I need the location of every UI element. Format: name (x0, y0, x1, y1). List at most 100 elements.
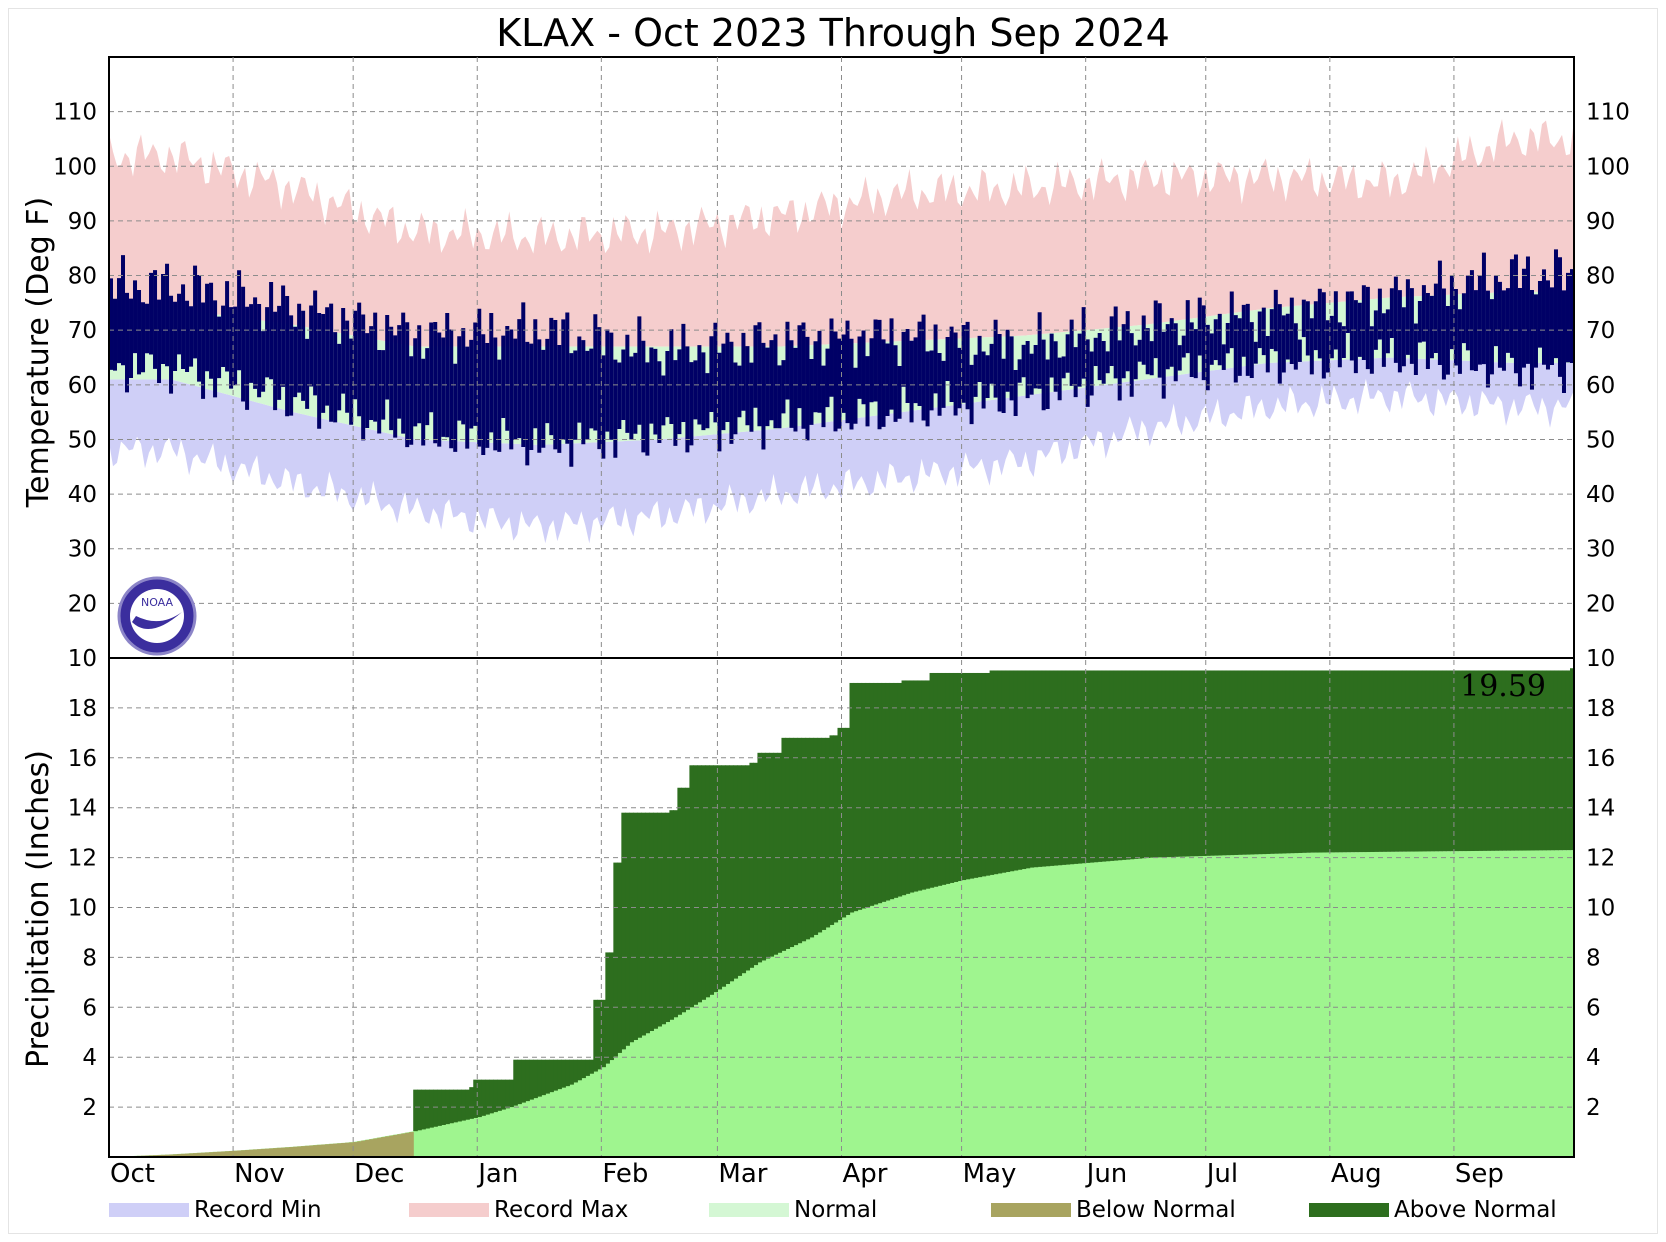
precip-above-normal-bar (1185, 670, 1191, 857)
precip-tick-right: 6 (1586, 995, 1601, 1021)
precip-above-normal-bar (705, 765, 711, 998)
precip-above-normal-area (413, 668, 1575, 1132)
precip-above-normal-bar (1269, 670, 1275, 854)
precip-above-normal-bar (1297, 670, 1303, 853)
precip-above-normal-bar (577, 1059, 582, 1081)
temp-tick-left: 30 (68, 537, 97, 563)
precip-below-normal-bar (245, 1149, 250, 1157)
precip-above-normal-bar (1081, 670, 1087, 864)
precip-below-normal-bar (173, 1154, 178, 1157)
precip-above-normal-bar (449, 1089, 454, 1124)
precip-above-normal-bar (905, 680, 911, 894)
precip-above-normal-bar (1161, 670, 1167, 858)
legend: Record Min Record Max Normal Below Normal Ab… (109, 1197, 1557, 1223)
precip-above-normal-bar (1073, 670, 1079, 864)
precip-below-normal-bar (317, 1144, 322, 1157)
precip-above-normal-bar (881, 682, 887, 902)
precip-above-normal-bar (797, 737, 803, 944)
precip-above-normal-bar (569, 1059, 574, 1085)
precip-above-normal-bar (1265, 670, 1271, 854)
precip-above-normal-bar (621, 812, 626, 1050)
precip-above-normal-bar (741, 765, 747, 974)
precip-above-normal-bar (897, 682, 903, 897)
precip-above-normal-bar (993, 670, 999, 875)
precip-tick-right: 10 (1586, 896, 1615, 922)
precip-tick-left: 2 (82, 1095, 97, 1121)
temp-tick-left: 110 (53, 100, 97, 126)
precip-below-normal-bar (233, 1150, 238, 1157)
precip-above-normal-bar (893, 682, 899, 898)
precip-above-normal-bar (601, 999, 606, 1068)
precip-above-normal-bar (1521, 670, 1527, 851)
precip-above-normal-bar (769, 752, 775, 957)
precip-above-normal-bar (1029, 670, 1035, 868)
precip-above-normal-bar (469, 1087, 474, 1119)
precip-above-normal-bar (865, 682, 871, 908)
precip-above-normal-bar (1281, 670, 1287, 854)
precip-above-normal-bar (1009, 670, 1015, 872)
precip-above-normal-bar (1557, 670, 1563, 851)
noaa-logo-text: NOAA (141, 596, 174, 609)
precip-above-normal-bar (461, 1089, 466, 1121)
precip-above-normal-bar (1069, 670, 1075, 865)
precip-below-normal-bar (405, 1132, 410, 1157)
precip-above-normal-bar (617, 862, 622, 1053)
month-labels: Oct Nov Dec Jan Feb Mar Apr May Jun Jul Aug Sep (110, 1159, 1504, 1189)
precip-above-normal-bar (1413, 670, 1419, 852)
precip-tick-left: 14 (68, 796, 97, 822)
precip-above-normal-bar (1429, 670, 1435, 852)
noaa-logo-bird (132, 612, 182, 630)
precip-above-normal-bar (1097, 670, 1103, 862)
precip-tick-right: 12 (1586, 846, 1615, 872)
precip-above-normal-bar (1229, 670, 1235, 856)
precip-above-normal-bar (493, 1079, 498, 1113)
precip-above-normal-bar (1473, 670, 1479, 851)
precip-above-normal-bar (505, 1079, 510, 1109)
precip-below-normal-bar (365, 1139, 370, 1157)
precip-above-normal-bar (1053, 670, 1059, 866)
precip-below-normal-bar (377, 1137, 382, 1157)
precip-below-normal-bar (349, 1142, 354, 1157)
precip-above-normal-bar (861, 682, 867, 909)
precip-above-normal-bar (1221, 670, 1227, 856)
precip-above-normal-bar (1437, 670, 1443, 852)
precip-below-normal-area (113, 1132, 414, 1157)
precip-below-normal-bar (197, 1152, 202, 1157)
precip-above-normal-bar (889, 682, 895, 900)
precip-above-normal-bar (1561, 670, 1567, 851)
precip-above-normal-bar (1149, 670, 1155, 858)
precip-above-normal-bar (641, 812, 646, 1036)
precip-plot-border (108, 657, 1575, 1158)
precip-above-normal-bar (1421, 670, 1427, 852)
precip-above-normal-bar (1309, 670, 1315, 853)
precip-above-normal-bar (717, 765, 723, 990)
precip-above-normal-bar (1133, 670, 1139, 859)
precip-above-normal-bar (761, 752, 767, 961)
precip-above-normal-bar (701, 765, 707, 1000)
precip-above-normal-bar (781, 737, 787, 951)
precip-above-normal-bar (737, 765, 743, 976)
precip-above-normal-bar (873, 682, 879, 905)
precip-above-normal-bar (673, 810, 678, 1018)
precip-above-normal-bar (1049, 670, 1055, 866)
precip-above-normal-bar (1181, 670, 1187, 857)
precipitation-panel: 2 2 4 4 6 6 8 8 10 10 12 12 14 14 16 16 18 18 (68, 57, 1615, 1158)
precip-below-normal-bar (293, 1146, 298, 1157)
precip-below-normal-bar (285, 1147, 290, 1157)
temp-tick-right: 10 (1586, 646, 1615, 672)
precip-above-normal-bar (1193, 670, 1199, 857)
precip-above-normal-bar (933, 672, 939, 887)
precip-above-normal-bar (597, 999, 602, 1070)
precip-above-normal-bar (977, 672, 983, 878)
precip-tick-left: 16 (68, 746, 97, 772)
precip-below-normal-bar (265, 1148, 270, 1157)
precip-below-normal-bar (321, 1144, 326, 1157)
precip-above-normal-bar (1037, 670, 1043, 867)
precip-above-normal-bar (1177, 670, 1183, 857)
precip-above-normal-bar (1569, 668, 1575, 851)
precip-above-normal-bar (809, 737, 815, 938)
precip-above-normal-bar (637, 812, 642, 1038)
precip-below-normal-bar (325, 1144, 330, 1157)
precip-above-normal-bar (1041, 670, 1047, 867)
precip-above-normal-bar (833, 735, 839, 923)
